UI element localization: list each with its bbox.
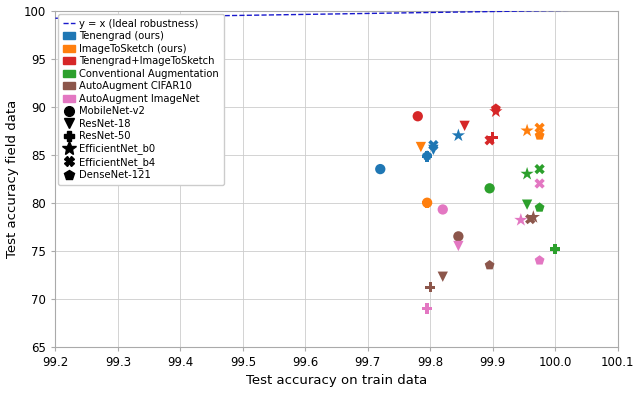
Point (438, 206, 448, 213)
Point (422, 200, 432, 206)
Point (534, 132, 545, 139)
Point (534, 166, 545, 172)
Point (438, 274, 448, 280)
Point (422, 152, 432, 159)
Point (522, 202, 532, 208)
Point (422, 200, 432, 206)
Point (550, 246, 561, 252)
Point (534, 125, 545, 131)
Point (516, 217, 526, 223)
Point (453, 132, 463, 139)
Point (491, 108, 501, 115)
Point (422, 305, 432, 312)
Point (484, 137, 495, 143)
Y-axis label: Test accuracy field data: Test accuracy field data (6, 99, 19, 258)
Point (453, 243, 463, 249)
Point (428, 147, 438, 153)
Point (522, 171, 532, 177)
Point (491, 105, 501, 112)
Point (453, 233, 463, 239)
Point (375, 166, 385, 172)
Point (416, 144, 426, 150)
Point (484, 262, 495, 268)
Point (488, 134, 498, 141)
Legend: y = x (Ideal robustness), Tenengrad (ours), ImageToSketch (ours), Tenengrad+Imag: y = x (Ideal robustness), Tenengrad (our… (58, 13, 224, 185)
Point (528, 214, 538, 220)
Point (425, 284, 435, 290)
Point (460, 123, 470, 129)
Point (428, 142, 438, 148)
Point (522, 127, 532, 134)
Point (534, 204, 545, 211)
Point (534, 180, 545, 187)
Point (413, 113, 423, 119)
Point (525, 216, 535, 222)
X-axis label: Test accuracy on train data: Test accuracy on train data (246, 375, 427, 387)
Point (422, 153, 432, 160)
Point (484, 185, 495, 191)
Point (534, 257, 545, 264)
